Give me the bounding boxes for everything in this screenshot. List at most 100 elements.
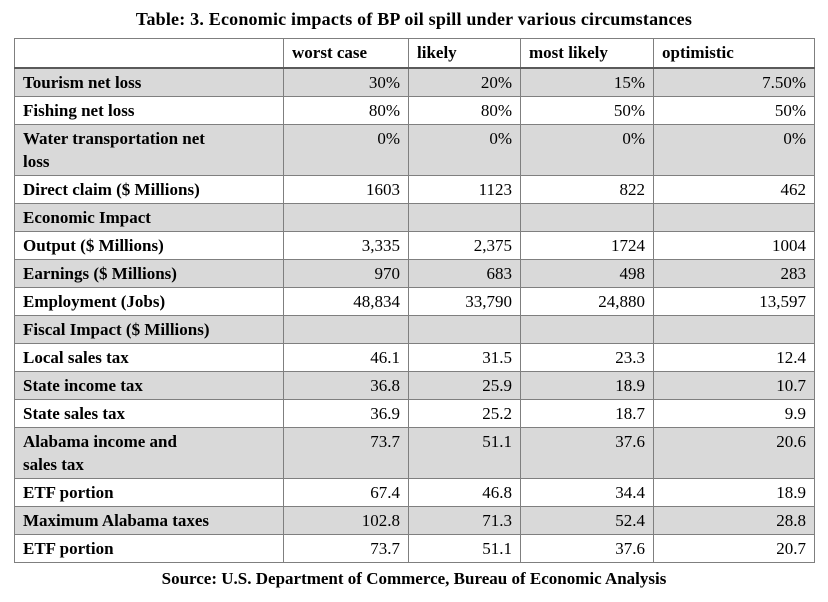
value-cell: 20.7 xyxy=(653,534,815,563)
value-cell: 48,834 xyxy=(283,287,409,316)
value-cell: 37.6 xyxy=(520,427,654,479)
value-cell: 13,597 xyxy=(653,287,815,316)
value-cell: 20% xyxy=(408,67,521,97)
table-row: Output ($ Millions) 3,335 2,375 1724 1004 xyxy=(14,231,815,260)
value-cell: 50% xyxy=(653,96,815,125)
row-label: Water transportation net loss xyxy=(14,124,284,176)
value-cell: 80% xyxy=(283,96,409,125)
row-label: ETF portion xyxy=(14,534,284,563)
row-label: State income tax xyxy=(14,371,284,400)
row-label: Employment (Jobs) xyxy=(14,287,284,316)
value-cell: 462 xyxy=(653,175,815,204)
column-header: most likely xyxy=(520,38,654,69)
value-cell: 9.9 xyxy=(653,399,815,428)
value-cell: 31.5 xyxy=(408,343,521,372)
row-label: Alabama income and sales tax xyxy=(14,427,284,479)
row-label: Fiscal Impact ($ Millions) xyxy=(14,315,284,344)
value-cell xyxy=(283,315,409,344)
row-label: Output ($ Millions) xyxy=(14,231,284,260)
value-cell: 28.8 xyxy=(653,506,815,535)
value-cell xyxy=(653,315,815,344)
row-label: ETF portion xyxy=(14,478,284,507)
value-cell: 73.7 xyxy=(283,427,409,479)
table-header-row: worst case likely most likely optimistic xyxy=(14,38,815,69)
value-cell: 80% xyxy=(408,96,521,125)
table-row: Alabama income and sales tax 73.7 51.1 37.6… xyxy=(14,427,815,479)
value-cell: 10.7 xyxy=(653,371,815,400)
table-row: State sales tax 36.9 25.2 18.7 9.9 xyxy=(14,399,815,428)
table-row: Fishing net loss 80% 80% 50% 50% xyxy=(14,96,815,125)
value-cell xyxy=(520,315,654,344)
column-header: optimistic xyxy=(653,38,815,69)
value-cell: 37.6 xyxy=(520,534,654,563)
value-cell: 24,880 xyxy=(520,287,654,316)
value-cell: 33,790 xyxy=(408,287,521,316)
value-cell: 7.50% xyxy=(653,67,815,97)
value-cell: 20.6 xyxy=(653,427,815,479)
value-cell: 73.7 xyxy=(283,534,409,563)
value-cell xyxy=(408,203,521,232)
value-cell: 18.7 xyxy=(520,399,654,428)
value-cell: 0% xyxy=(283,124,409,176)
value-cell: 0% xyxy=(653,124,815,176)
value-cell: 12.4 xyxy=(653,343,815,372)
value-cell: 67.4 xyxy=(283,478,409,507)
table-row: Earnings ($ Millions) 970 683 498 283 xyxy=(14,259,815,288)
value-cell: 970 xyxy=(283,259,409,288)
table-row: Local sales tax 46.1 31.5 23.3 12.4 xyxy=(14,343,815,372)
table-row: Employment (Jobs) 48,834 33,790 24,880 13,59… xyxy=(14,287,815,316)
value-cell: 18.9 xyxy=(653,478,815,507)
value-cell: 18.9 xyxy=(520,371,654,400)
value-cell: 102.8 xyxy=(283,506,409,535)
row-label: Direct claim ($ Millions) xyxy=(14,175,284,204)
value-cell xyxy=(520,203,654,232)
table-row: ETF portion 67.4 46.8 34.4 18.9 xyxy=(14,478,815,507)
table-row: Tourism net loss 30% 20% 15% 7.50% xyxy=(14,67,815,97)
value-cell xyxy=(653,203,815,232)
value-cell: 71.3 xyxy=(408,506,521,535)
value-cell: 683 xyxy=(408,259,521,288)
value-cell: 1724 xyxy=(520,231,654,260)
value-cell: 50% xyxy=(520,96,654,125)
section-row: Fiscal Impact ($ Millions) xyxy=(14,315,815,344)
header-cell-empty xyxy=(14,38,284,69)
value-cell: 51.1 xyxy=(408,534,521,563)
economic-impacts-table: worst case likely most likely optimistic To… xyxy=(14,38,815,563)
row-label: Local sales tax xyxy=(14,343,284,372)
table-title: Table: 3. Economic impacts of BP oil spi… xyxy=(135,9,693,29)
value-cell: 51.1 xyxy=(408,427,521,479)
row-label: Fishing net loss xyxy=(14,96,284,125)
value-cell: 36.9 xyxy=(283,399,409,428)
value-cell xyxy=(408,315,521,344)
table-row: State income tax 36.8 25.9 18.9 10.7 xyxy=(14,371,815,400)
value-cell: 1123 xyxy=(408,175,521,204)
value-cell: 34.4 xyxy=(520,478,654,507)
table-body: Tourism net loss 30% 20% 15% 7.50% Fishing ne… xyxy=(14,67,815,563)
value-cell: 0% xyxy=(408,124,521,176)
table-row: ETF portion 73.7 51.1 37.6 20.7 xyxy=(14,534,815,563)
value-cell: 46.1 xyxy=(283,343,409,372)
value-cell: 1603 xyxy=(283,175,409,204)
value-cell: 15% xyxy=(520,67,654,97)
table-row: Maximum Alabama taxes 102.8 71.3 52.4 28.8 xyxy=(14,506,815,535)
value-cell: 822 xyxy=(520,175,654,204)
row-label: Tourism net loss xyxy=(14,67,284,97)
row-label: Earnings ($ Millions) xyxy=(14,259,284,288)
value-cell: 46.8 xyxy=(408,478,521,507)
value-cell xyxy=(283,203,409,232)
column-header: worst case xyxy=(283,38,409,69)
row-label: Economic Impact xyxy=(14,203,284,232)
value-cell: 283 xyxy=(653,259,815,288)
value-cell: 30% xyxy=(283,67,409,97)
row-label: State sales tax xyxy=(14,399,284,428)
section-row: Economic Impact xyxy=(14,203,815,232)
value-cell: 1004 xyxy=(653,231,815,260)
value-cell: 25.2 xyxy=(408,399,521,428)
row-label: Maximum Alabama taxes xyxy=(14,506,284,535)
column-header: likely xyxy=(408,38,521,69)
value-cell: 2,375 xyxy=(408,231,521,260)
table-row: Direct claim ($ Millions) 1603 1123 822 462 xyxy=(14,175,815,204)
table-row: Water transportation net loss 0% 0% 0% 0% xyxy=(14,124,815,176)
value-cell: 36.8 xyxy=(283,371,409,400)
value-cell: 23.3 xyxy=(520,343,654,372)
